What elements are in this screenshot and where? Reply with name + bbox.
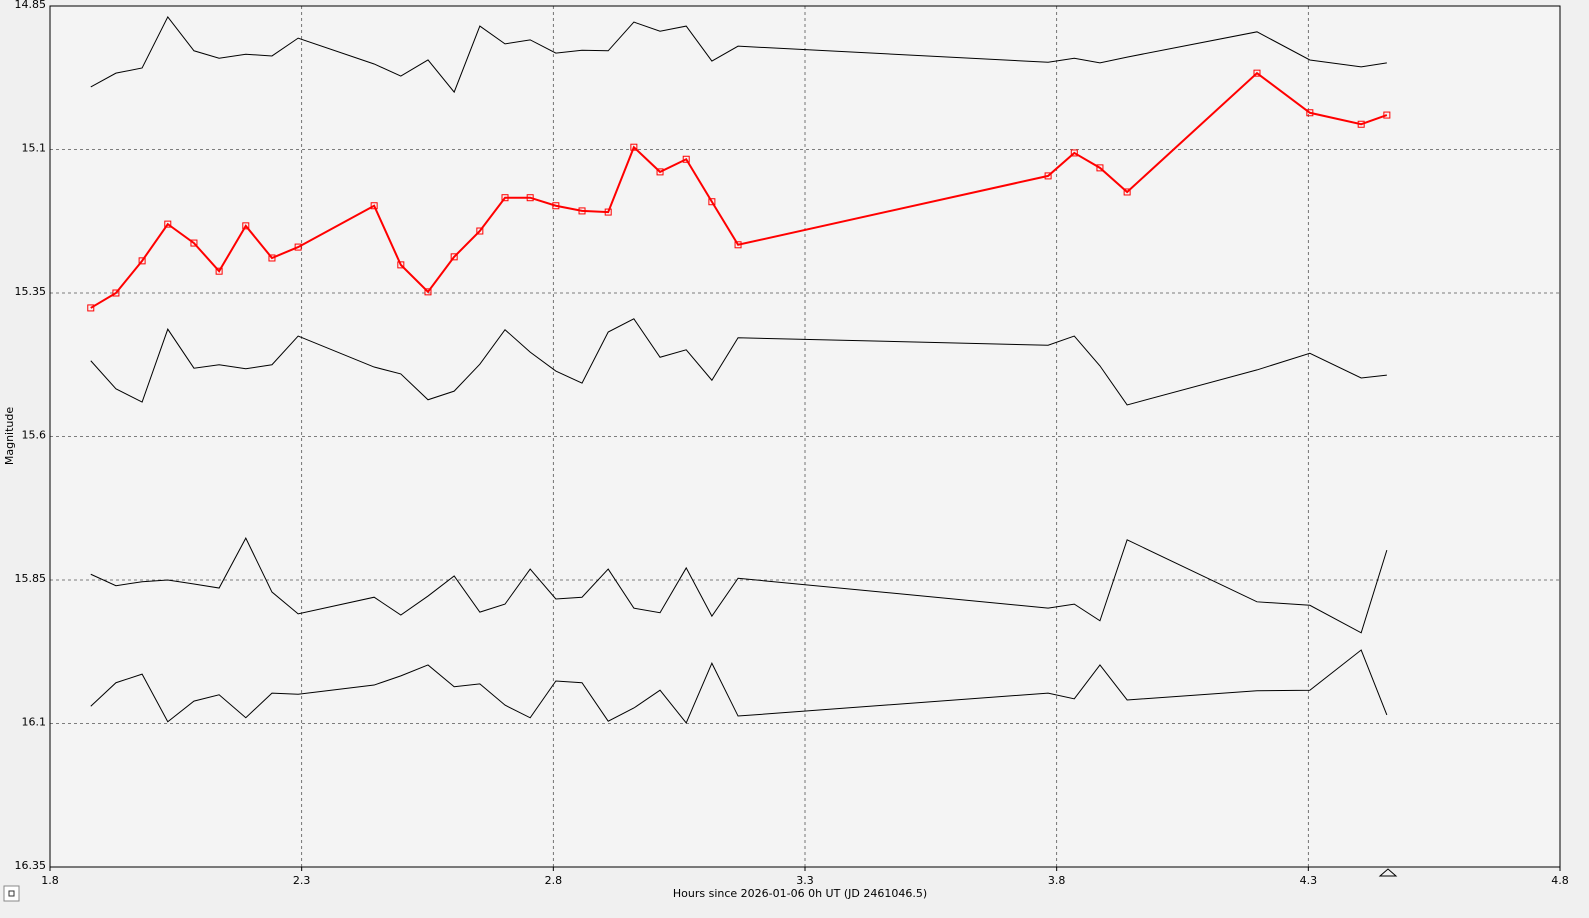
series-line [90, 536, 1388, 634]
data-point [734, 241, 742, 249]
x-axis-label: Hours since 2026-01-06 0h UT (JD 2461046… [673, 887, 927, 900]
data-point [1357, 120, 1365, 128]
plot-area [50, 6, 1560, 867]
data-point [526, 194, 534, 202]
y-tick-label: 15.1 [22, 142, 47, 155]
data-point [242, 222, 250, 230]
series-line [90, 71, 1388, 309]
data-point [164, 220, 172, 228]
data-point [1070, 149, 1078, 157]
y-tick-label: 15.6 [22, 429, 47, 442]
data-point [656, 168, 664, 176]
data-point [370, 202, 378, 210]
data-point [1123, 188, 1131, 196]
x-tick-label: 2.3 [293, 874, 311, 887]
x-tick-label: 3.3 [796, 874, 814, 887]
data-point [397, 261, 405, 269]
plot-frame [49, 5, 1561, 868]
data-point [294, 243, 302, 251]
data-point [190, 239, 198, 247]
x-tick-label: 1.8 [41, 874, 59, 887]
data-point [1306, 109, 1314, 117]
x-tick-label: 2.8 [545, 874, 563, 887]
data-point [708, 198, 716, 206]
data-point [604, 208, 612, 216]
data-point [450, 253, 458, 261]
data-point [1253, 69, 1261, 77]
data-point [268, 254, 276, 262]
data-point [215, 267, 223, 275]
data-point [424, 288, 432, 296]
data-point [112, 289, 120, 297]
y-tick-label: 16.1 [22, 716, 47, 729]
series-line [90, 15, 1387, 94]
cursor-marker [1378, 868, 1398, 877]
y-tick-label: 15.35 [15, 285, 47, 298]
series-line [90, 649, 1388, 724]
data-point [1383, 111, 1391, 119]
data-point [476, 227, 484, 235]
data-point [138, 257, 146, 265]
data-point [1096, 164, 1104, 172]
data-point [1044, 172, 1052, 180]
data-point [578, 207, 586, 215]
toggle-icon [8, 890, 15, 897]
x-tick-label: 3.8 [1048, 874, 1066, 887]
data-point [552, 202, 560, 210]
series-line [90, 318, 1387, 406]
data-point [87, 304, 95, 312]
y-tick-label: 16.35 [15, 859, 47, 872]
x-tick-label: 4.3 [1300, 874, 1318, 887]
data-point [501, 194, 509, 202]
x-tick-label: 4.8 [1551, 874, 1569, 887]
y-axis-label: Magnitude [3, 407, 16, 466]
data-point [630, 143, 638, 151]
y-tick-label: 14.85 [15, 0, 47, 11]
y-tick-label: 15.85 [15, 572, 47, 585]
data-point [682, 155, 690, 163]
toggle-button[interactable] [3, 885, 20, 902]
